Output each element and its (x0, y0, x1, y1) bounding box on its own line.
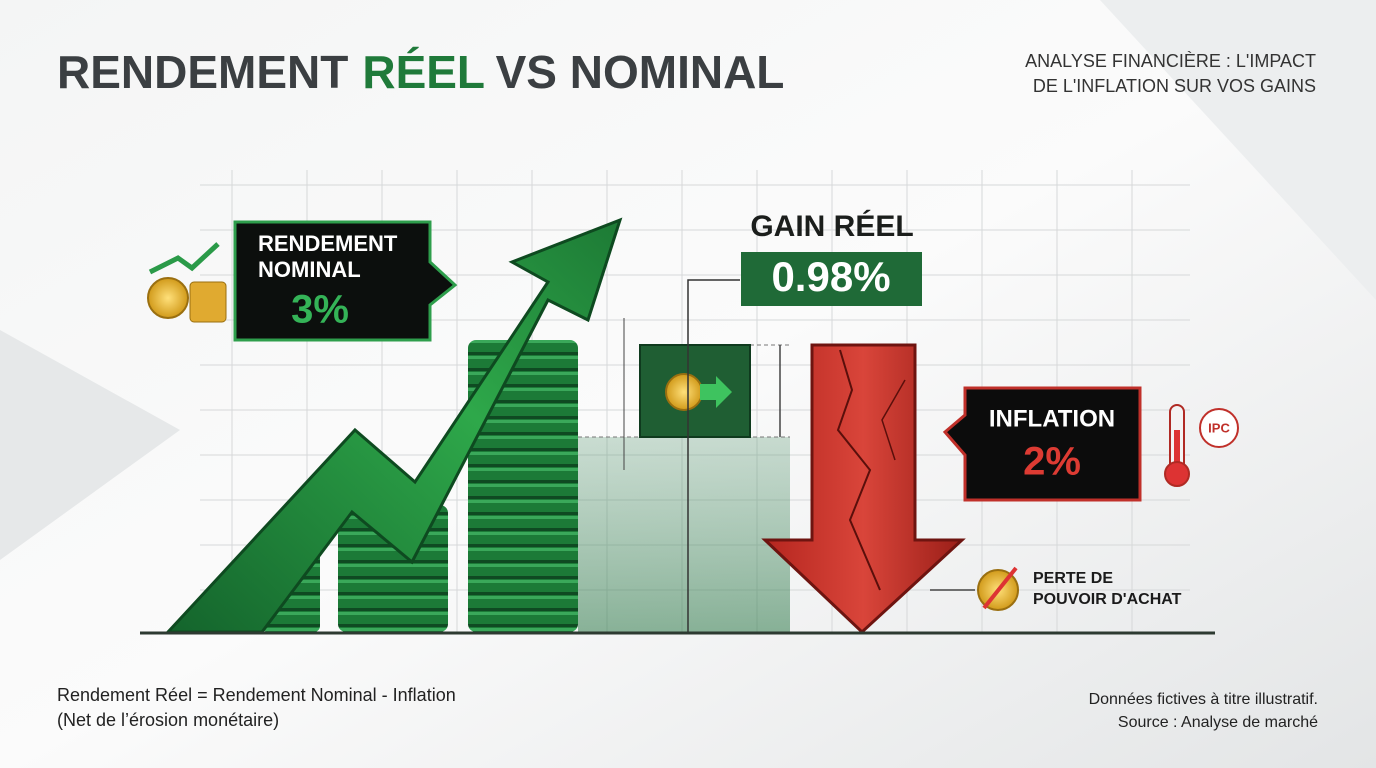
nominal-label: RENDEMENT (258, 231, 398, 256)
loss-label: POUVOIR D'ACHAT (1033, 591, 1182, 608)
gain-zone (578, 437, 790, 632)
trend-icon (148, 242, 220, 275)
ipc-bubble (1199, 408, 1239, 448)
nominal-value: 3% (291, 288, 349, 332)
nominal-label: NOMINAL (258, 257, 361, 282)
growth-arrow (164, 217, 623, 634)
connector (687, 279, 740, 632)
title-part: VS NOMINAL (496, 46, 785, 98)
background-shape (1100, 0, 1376, 300)
gain-label: GAIN RÉEL (750, 209, 913, 243)
crack (881, 379, 906, 461)
gain-value: 0.98% (771, 253, 890, 300)
footnote: Données fictives à titre illustratif. (1089, 691, 1318, 708)
coin-stack (468, 340, 578, 632)
ipc-label: IPC (1208, 420, 1230, 435)
source: Source : Analyse de marché (1118, 714, 1318, 731)
inflation-label: INFLATION (989, 405, 1115, 432)
gain-value-box (741, 252, 922, 306)
nominal-callout (233, 220, 458, 342)
title: RENDEMENT RÉEL VS NOMINAL (57, 46, 784, 98)
coin-stack-icon (189, 281, 227, 323)
title-highlight: RÉEL (362, 46, 484, 98)
formula-note: (Net de l’érosion monétaire) (57, 710, 279, 730)
crack (836, 349, 881, 591)
subtitle: DE L'INFLATION SUR VOS GAINS (1033, 76, 1316, 96)
background-shape (0, 330, 180, 560)
coin-icon (665, 373, 703, 411)
thermometer-fill (1174, 430, 1180, 472)
inflation-callout (942, 386, 1142, 502)
arrow-icon (700, 376, 732, 408)
loss-label: PERTE DE (1033, 570, 1113, 587)
formula: Rendement Réel = Rendement Nominal - Inf… (57, 685, 456, 705)
thermometer-bulb (1164, 461, 1190, 487)
inflation-value: 2% (1023, 440, 1081, 484)
subtitle: ANALYSE FINANCIÈRE : L'IMPACT (1025, 51, 1316, 71)
title-part: RENDEMENT (57, 46, 348, 98)
cross-icon (982, 566, 1018, 610)
coin-icon (147, 277, 189, 319)
